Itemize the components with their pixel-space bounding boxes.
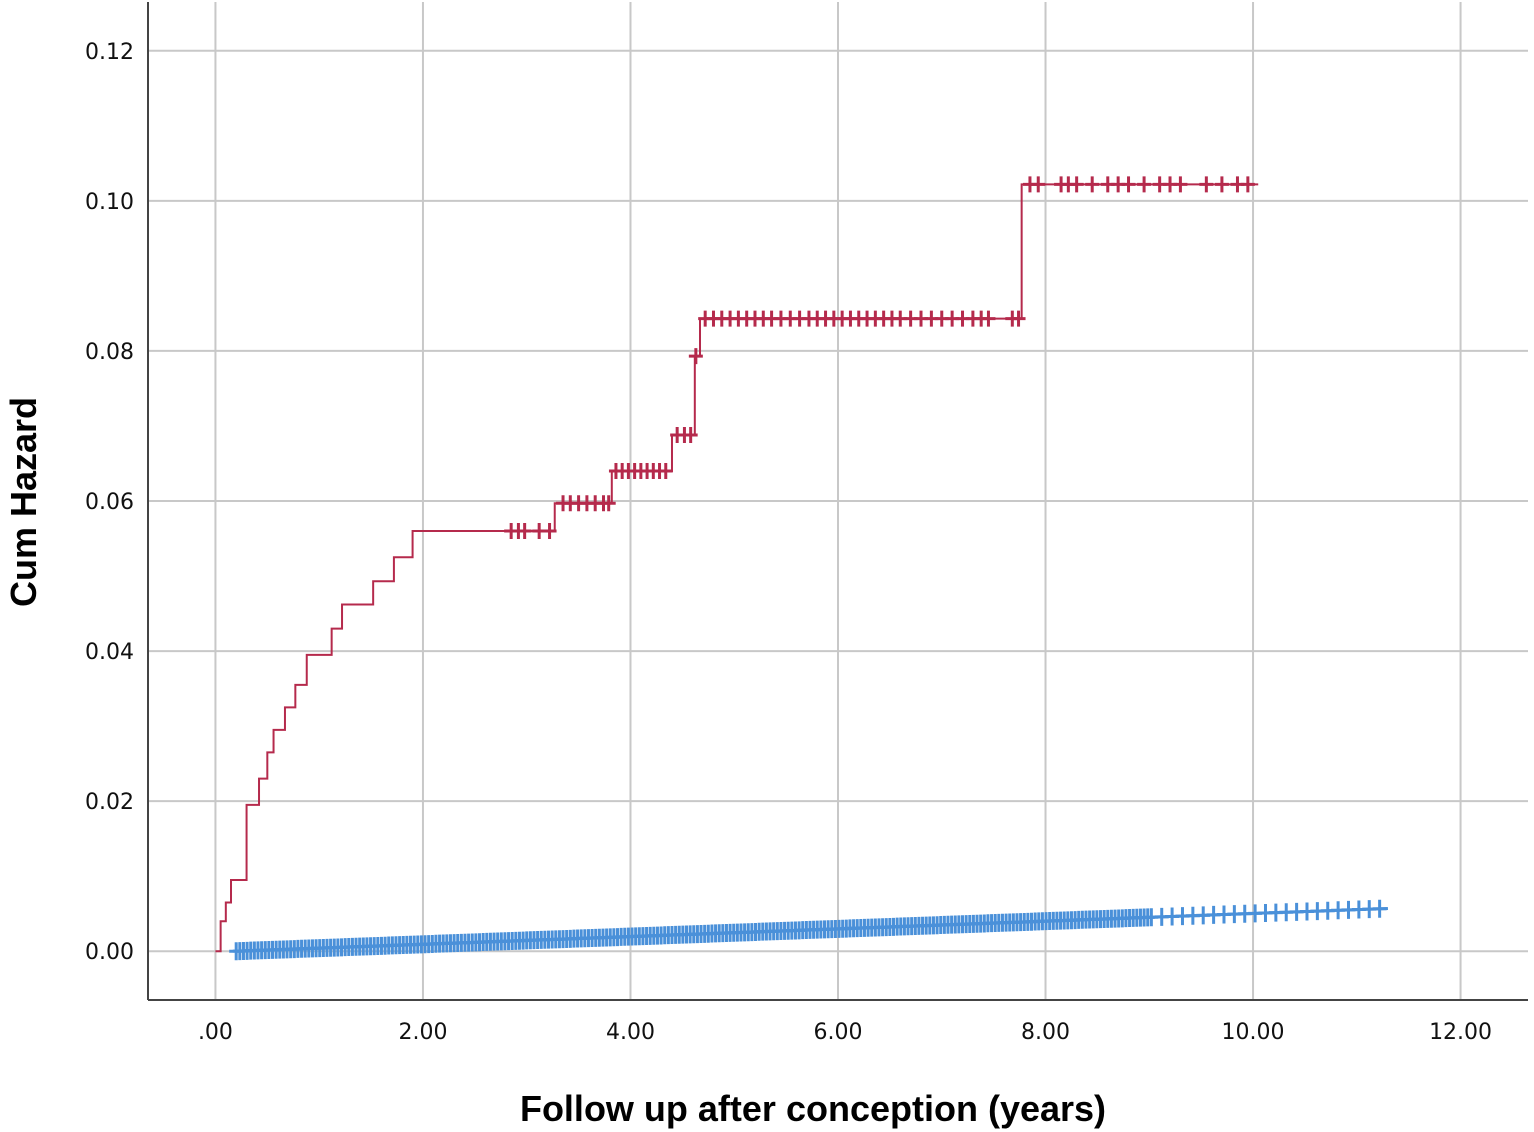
censor-mark — [1214, 176, 1229, 193]
censor-mark — [1011, 310, 1026, 327]
series-1 — [215, 176, 1259, 953]
censor-mark — [601, 495, 616, 512]
censor-mark — [1372, 899, 1387, 918]
x-axis-title: Follow up after conception (years) — [520, 1088, 1106, 1129]
x-tick-labels: .00 2.00 4.00 6.00 8.00 10.00 12.00 — [198, 1020, 1492, 1045]
censor-mark — [688, 348, 703, 365]
censor-mark — [683, 426, 698, 443]
censor-mark — [1199, 176, 1214, 193]
y-tick-label: 0.10 — [85, 190, 134, 215]
y-tick-label: 0.00 — [85, 940, 134, 965]
censor-mark — [517, 523, 532, 540]
censor-mark — [981, 310, 996, 327]
censor-mark — [1121, 176, 1136, 193]
x-tick-label: 8.00 — [1021, 1020, 1070, 1045]
censor-mark — [658, 462, 673, 479]
censor-mark — [1173, 176, 1188, 193]
series-1-line — [215, 183, 1259, 953]
x-tick-label: 6.00 — [814, 1020, 863, 1045]
censor-mark — [1240, 176, 1255, 193]
x-tick-label: 2.00 — [398, 1020, 447, 1045]
y-tick-label: 0.04 — [85, 640, 134, 665]
censor-mark — [1069, 176, 1084, 193]
x-tick-label: .00 — [198, 1020, 233, 1045]
censor-mark — [542, 523, 557, 540]
y-axis-title: Cum Hazard — [3, 397, 44, 607]
x-tick-label: 10.00 — [1222, 1020, 1285, 1045]
series-2 — [229, 899, 1388, 961]
y-tick-label: 0.12 — [85, 40, 134, 65]
grid-lines — [148, 2, 1528, 1000]
series-layer — [215, 176, 1388, 961]
axes — [147, 2, 1528, 1001]
y-tick-label: 0.08 — [85, 340, 134, 365]
censor-mark — [1085, 176, 1100, 193]
censor-mark — [1031, 176, 1046, 193]
y-tick-labels: 0.00 0.02 0.04 0.06 0.08 0.10 0.12 — [85, 40, 134, 965]
x-tick-label: 12.00 — [1429, 1020, 1492, 1045]
y-tick-label: 0.02 — [85, 790, 134, 815]
censor-mark — [1137, 176, 1152, 193]
y-tick-label: 0.06 — [85, 490, 134, 515]
x-tick-label: 4.00 — [606, 1020, 655, 1045]
